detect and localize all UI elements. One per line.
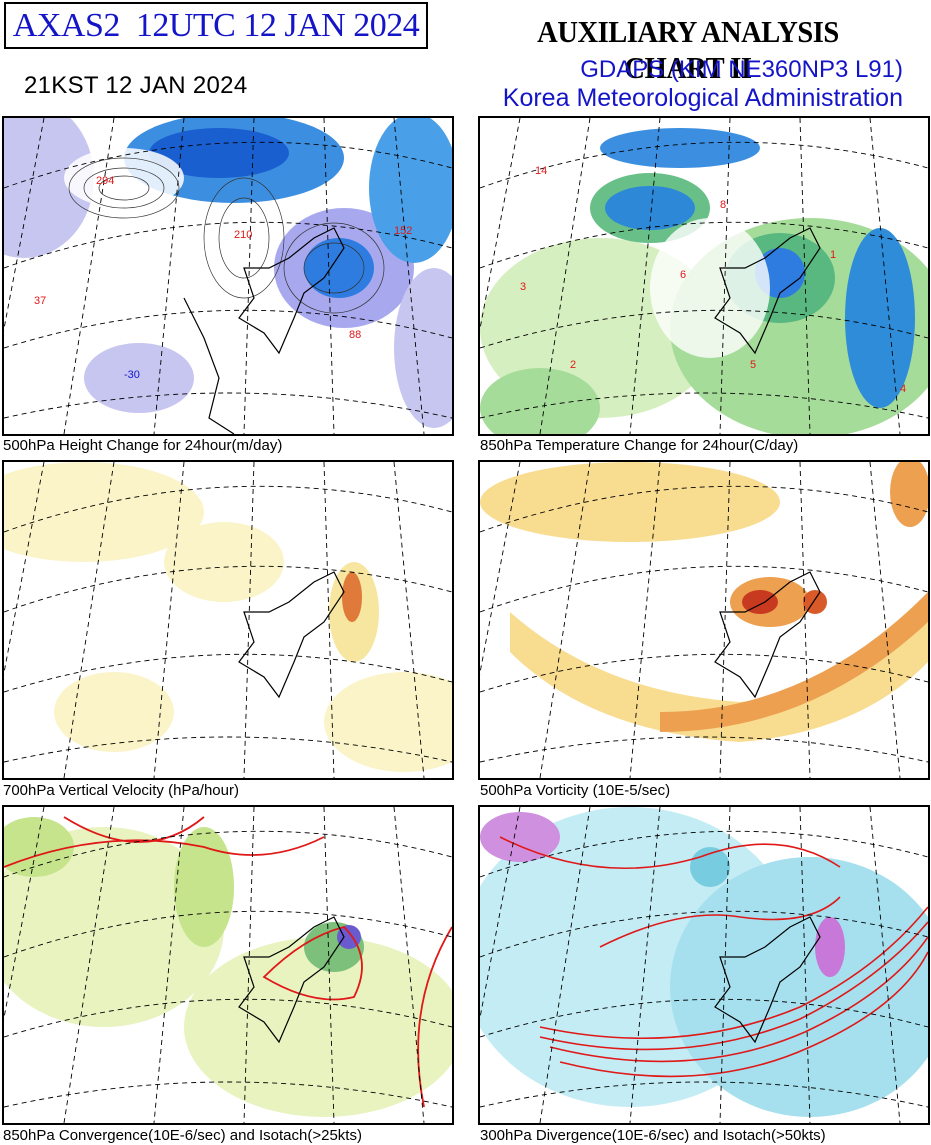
local-time-label: 21KST 12 JAN 2024 bbox=[24, 72, 248, 99]
svg-text:37: 37 bbox=[34, 295, 46, 307]
chart-title: AUXILIARY ANALYSIS CHART II bbox=[537, 14, 839, 85]
panel-850hpa-convergence bbox=[2, 805, 454, 1125]
panel-caption-5: 850hPa Convergence(10E-6/sec) and Isotac… bbox=[3, 1127, 362, 1144]
map-850hpa-temperature-change: 14 8 6 3 2 5 4 1 bbox=[480, 118, 928, 434]
svg-text:-30: -30 bbox=[124, 369, 140, 381]
svg-text:2: 2 bbox=[570, 359, 576, 371]
svg-text:8: 8 bbox=[720, 199, 726, 211]
panel-850hpa-temperature-change: 14 8 6 3 2 5 4 1 bbox=[478, 116, 930, 436]
svg-text:3: 3 bbox=[520, 281, 526, 293]
panel-500hpa-height-change: 294 210 152 37 88 -30 bbox=[2, 116, 454, 436]
svg-text:1: 1 bbox=[830, 249, 836, 261]
svg-text:294: 294 bbox=[96, 175, 114, 187]
map-700hpa-vertical-velocity bbox=[4, 462, 452, 778]
panel-300hpa-divergence bbox=[478, 805, 930, 1125]
map-500hpa-height-change: 294 210 152 37 88 -30 bbox=[4, 118, 452, 434]
product-id: AXAS2 12UTC 12 JAN 2024 bbox=[12, 6, 420, 44]
map-500hpa-vorticity bbox=[480, 462, 928, 778]
svg-text:14: 14 bbox=[535, 165, 547, 177]
panel-caption-3: 700hPa Vertical Velocity (hPa/hour) bbox=[3, 782, 239, 799]
panel-caption-2: 850hPa Temperature Change for 24hour(C/d… bbox=[480, 437, 799, 454]
svg-text:88: 88 bbox=[349, 329, 361, 341]
panel-700hpa-vertical-velocity bbox=[2, 460, 454, 780]
model-name: GDAPS (KIM NE360NP3 L91) bbox=[580, 56, 903, 83]
product-id-box: AXAS2 12UTC 12 JAN 2024 bbox=[4, 2, 428, 49]
panel-500hpa-vorticity bbox=[478, 460, 930, 780]
map-300hpa-divergence bbox=[480, 807, 928, 1123]
svg-text:5: 5 bbox=[750, 359, 756, 371]
svg-text:6: 6 bbox=[680, 269, 686, 281]
agency-name: Korea Meteorological Administration bbox=[502, 84, 903, 112]
svg-text:152: 152 bbox=[394, 225, 412, 237]
svg-text:4: 4 bbox=[900, 383, 906, 395]
panel-caption-1: 500hPa Height Change for 24hour(m/day) bbox=[3, 437, 283, 454]
svg-text:210: 210 bbox=[234, 229, 252, 241]
map-850hpa-convergence bbox=[4, 807, 452, 1123]
panel-caption-6: 300hPa Divergence(10E-6/sec) and Isotach… bbox=[480, 1127, 826, 1144]
panel-caption-4: 500hPa Vorticity (10E-5/sec) bbox=[480, 782, 671, 799]
